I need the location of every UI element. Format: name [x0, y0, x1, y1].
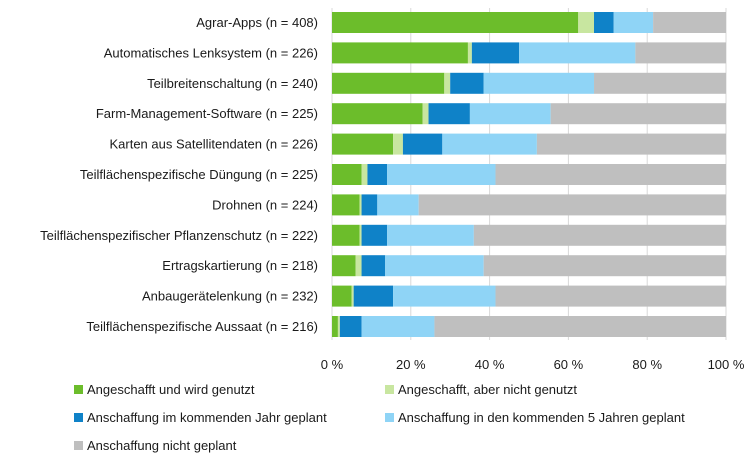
bar-segment	[377, 194, 419, 216]
legend-label: Anschaffung in den kommenden 5 Jahren ge…	[398, 410, 685, 425]
x-tick-label: 20 %	[396, 357, 426, 372]
legend-item: Angeschafft, aber nicht genutzt	[385, 382, 577, 397]
bars	[332, 12, 726, 337]
bar-segment	[359, 224, 362, 246]
bar-segment	[367, 164, 388, 185]
bar-segment	[332, 12, 579, 33]
legend-item: Anschaffung im kommenden Jahr geplant	[74, 410, 327, 425]
bar-segment	[422, 103, 429, 125]
bar-segment	[332, 285, 352, 307]
bar-segment	[428, 103, 470, 125]
legend-swatch	[74, 441, 83, 450]
legend-swatch	[74, 413, 83, 422]
bar-segment	[332, 133, 394, 155]
x-tick-labels: 0 % 20 % 40 % 60 % 80 % 100 %	[321, 357, 745, 372]
category-label: Drohnen (n = 224)	[212, 197, 318, 212]
legend-item: Angeschafft und wird genutzt	[74, 382, 254, 397]
stacked-bar-chart: Agrar-Apps (n = 408) Automatisches Lenksy…	[40, 8, 745, 372]
bar-segment	[594, 72, 726, 94]
legend-label: Anschaffung nicht geplant	[87, 438, 237, 453]
bar-segment	[594, 12, 614, 33]
category-label: Farm-Management-Software (n = 225)	[96, 106, 318, 121]
bar-segment	[613, 12, 654, 33]
bar-segment	[578, 12, 595, 33]
bar-segment	[495, 285, 726, 307]
category-label: Teilflächenspezifische Düngung (n = 225)	[80, 167, 318, 182]
bar-segment	[332, 164, 362, 185]
bar-segment	[467, 42, 472, 64]
legend-swatch	[74, 385, 83, 394]
bar-segment	[353, 285, 394, 307]
category-label: Anbaugerätelenkung (n = 232)	[142, 289, 318, 304]
bar-segment	[473, 224, 726, 246]
x-tick-label: 0 %	[321, 357, 344, 372]
bar-segment	[332, 103, 423, 125]
bar-segment	[361, 194, 378, 216]
bar-segment	[393, 133, 403, 155]
x-tick-label: 60 %	[554, 357, 584, 372]
category-label: Teilflächenspezifische Aussaat (n = 216)	[86, 319, 318, 334]
bar-segment	[332, 316, 338, 337]
bar-segment	[332, 255, 356, 277]
category-label: Ertragskartierung (n = 218)	[162, 258, 318, 273]
bar-segment	[332, 72, 445, 94]
bar-segment	[471, 42, 520, 64]
bar-segment	[550, 103, 726, 125]
bar-segment	[393, 285, 496, 307]
bar-segment	[359, 194, 362, 216]
x-tick-label: 100 %	[708, 357, 745, 372]
bar-segment	[337, 316, 340, 337]
bar-segment	[495, 164, 726, 185]
bar-segment	[653, 12, 726, 33]
category-label: Automatisches Lenksystem (n = 226)	[104, 45, 318, 60]
legend-label: Angeschafft und wird genutzt	[87, 382, 255, 397]
bar-segment	[450, 72, 484, 94]
bar-segment	[332, 42, 468, 64]
x-tick-label: 80 %	[632, 357, 662, 372]
bar-segment	[332, 224, 360, 246]
bar-segment	[483, 255, 726, 277]
legend-swatch	[385, 413, 394, 422]
bar-segment	[385, 255, 484, 277]
bar-segment	[536, 133, 726, 155]
bar-segment	[442, 133, 537, 155]
bar-segment	[387, 164, 496, 185]
legend: Angeschafft und wird genutzt Angeschafft,…	[74, 382, 754, 462]
legend-item: Anschaffung in den kommenden 5 Jahren ge…	[385, 410, 685, 425]
bar-segment	[361, 164, 368, 185]
legend-label: Anschaffung im kommenden Jahr geplant	[87, 410, 327, 425]
bar-segment	[402, 133, 443, 155]
legend-item: Anschaffung nicht geplant	[74, 438, 236, 453]
x-tick-label: 40 %	[475, 357, 505, 372]
bar-segment	[469, 103, 551, 125]
bar-segment	[418, 194, 726, 216]
category-label: Karten aus Satellitendaten (n = 226)	[109, 137, 318, 152]
bar-segment	[339, 316, 362, 337]
bar-segment	[519, 42, 636, 64]
category-label: Agrar-Apps (n = 408)	[196, 15, 318, 30]
bar-segment	[351, 285, 354, 307]
bar-segment	[361, 224, 388, 246]
bar-segment	[361, 255, 386, 277]
category-labels: Agrar-Apps (n = 408) Automatisches Lenksy…	[40, 15, 318, 334]
bar-segment	[387, 224, 474, 246]
bar-segment	[483, 72, 595, 94]
legend-label: Angeschafft, aber nicht genutzt	[398, 382, 577, 397]
bar-segment	[635, 42, 726, 64]
bar-segment	[355, 255, 362, 277]
bar-segment	[361, 316, 435, 337]
category-label: Teilflächenspezifischer Pflanzenschutz (…	[40, 228, 318, 243]
bar-segment	[434, 316, 726, 337]
legend-swatch	[385, 385, 394, 394]
bar-segment	[332, 194, 360, 216]
category-label: Teilbreitenschaltung (n = 240)	[147, 76, 318, 91]
bar-segment	[444, 72, 451, 94]
